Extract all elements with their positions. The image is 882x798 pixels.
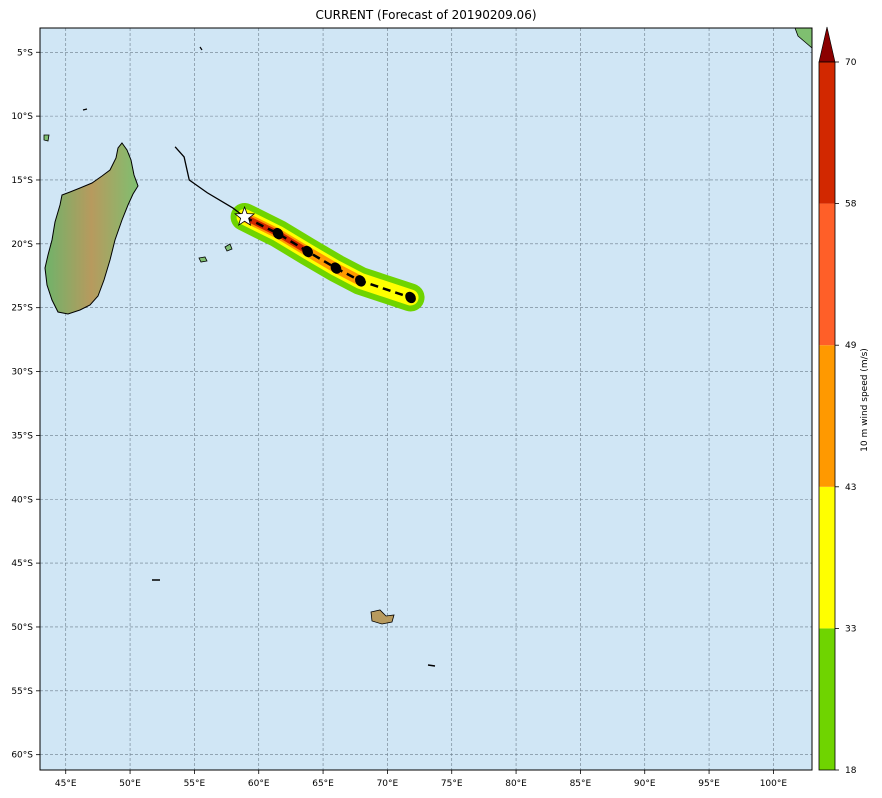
lat-tick-label: 30°S [11, 368, 33, 378]
forecast-position-marker [405, 291, 416, 304]
mauritius-island [224, 243, 233, 252]
lat-tick-label: 25°S [11, 304, 33, 314]
lat-tick-label: 35°S [11, 431, 33, 441]
madagascar-island [44, 142, 139, 315]
storm-track [174, 146, 425, 312]
colorbar-tick-label: 33 [845, 624, 856, 634]
colorbar-tick-label: 58 [845, 200, 857, 210]
forecast-position-marker [355, 275, 366, 287]
colorbar-tick-label: 43 [845, 483, 856, 493]
colorbar-tick-label: 49 [845, 341, 857, 351]
lon-tick-label: 100°E [760, 779, 788, 789]
reunion-island [198, 256, 208, 263]
lat-tick-label: 20°S [11, 240, 33, 250]
current-position-star-icon [234, 205, 256, 227]
forecast-position-marker [272, 227, 284, 240]
land-masses [43, 28, 812, 667]
lat-tick-label: 50°S [11, 623, 33, 633]
colorbar-label: 10 m wind speed (m/s) [860, 348, 870, 452]
lat-tick-label: 10°S [11, 112, 33, 122]
lat-tick-label: 45°S [11, 559, 33, 569]
forecast-position-marker [330, 262, 342, 274]
small-island-north [199, 46, 203, 51]
latitude-axis: 5°S 10°S 15°S 20°S 25°S 30°S 35°S 40°S 45°S 50°S 5… [11, 48, 40, 761]
lat-tick-label: 55°S [11, 687, 33, 697]
lon-tick-label: 50°E [119, 779, 141, 789]
colorbar-segment [819, 345, 835, 487]
comoros-island [43, 134, 50, 142]
lon-tick-label: 70°E [377, 779, 399, 789]
colorbar-extend-arrow [818, 26, 836, 63]
graticule [40, 28, 812, 770]
colorbar-segment [819, 486, 835, 629]
lon-tick-label: 55°E [184, 779, 206, 789]
colorbar-tick-label: 18 [845, 766, 857, 776]
colorbar-segment [819, 628, 835, 770]
lat-tick-label: 15°S [11, 176, 33, 186]
small-island-nw [82, 108, 88, 111]
lat-tick-label: 40°S [11, 495, 33, 505]
colorbar-segment [819, 62, 835, 204]
forecast-position-marker [302, 245, 313, 258]
ocean-area [40, 28, 812, 770]
heard-island [427, 664, 436, 667]
lon-tick-label: 75°E [441, 779, 463, 789]
lon-tick-label: 95°E [698, 779, 720, 789]
sumatra-coast [794, 28, 812, 49]
lon-tick-label: 80°E [505, 779, 527, 789]
kerguelen-islands [370, 609, 395, 625]
lat-tick-label: 60°S [11, 751, 33, 761]
colorbar-tick-label: 70 [845, 58, 857, 68]
longitude-axis: 45°E 50°E 55°E 60°E 65°E 70°E 75°E 80°E 85°E 90°E… [55, 770, 787, 789]
forecast-track-line [244, 215, 411, 299]
lon-tick-label: 90°E [634, 779, 656, 789]
lon-tick-label: 45°E [55, 779, 77, 789]
wind-speed-colorbar: 18 33 43 49 58 70 10 m wind speed (m/s) [818, 26, 870, 776]
lon-tick-label: 60°E [248, 779, 270, 789]
lon-tick-label: 85°E [570, 779, 592, 789]
map-title: CURRENT (Forecast of 20190209.06) [315, 8, 537, 22]
lat-tick-label: 5°S [17, 48, 33, 58]
colorbar-segment [819, 203, 835, 346]
past-track-line [174, 146, 245, 218]
map-frame [39, 27, 813, 771]
lon-tick-label: 65°E [312, 779, 334, 789]
